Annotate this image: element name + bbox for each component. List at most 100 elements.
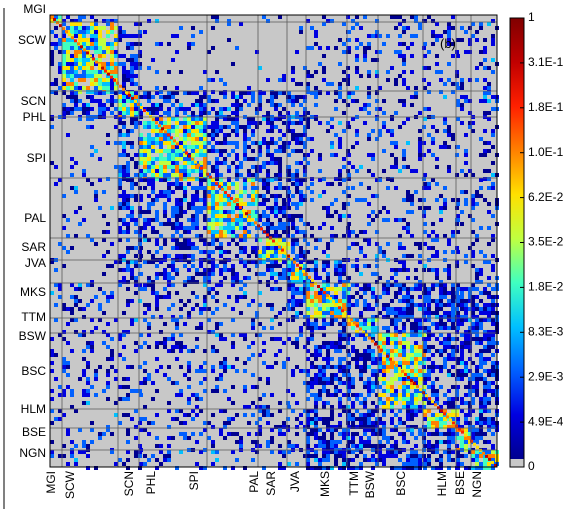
- heatmap-cell: [215, 385, 219, 389]
- heatmap-cell: [435, 365, 439, 369]
- heatmap-cell: [318, 466, 322, 470]
- heatmap-cell: [187, 46, 191, 50]
- heatmap-cell: [414, 95, 418, 99]
- heatmap-cell: [211, 133, 215, 137]
- heatmap-cell: [102, 86, 106, 90]
- heatmap-cell: [406, 440, 410, 444]
- heatmap-cell: [243, 250, 247, 254]
- heatmap-cell: [219, 260, 223, 264]
- heatmap-cell: [378, 295, 382, 299]
- heatmap-cell: [94, 82, 98, 86]
- heatmap-cell: [299, 161, 303, 165]
- heatmap-cell: [187, 91, 191, 95]
- heatmap-cell: [110, 357, 114, 361]
- heatmap-cell: [126, 133, 130, 137]
- heatmap-cell: [274, 254, 278, 258]
- heatmap-cell: [191, 169, 195, 173]
- heatmap-cell: [491, 34, 495, 38]
- heatmap-cell: [155, 413, 159, 417]
- heatmap-cell: [306, 242, 310, 246]
- heatmap-cell: [270, 210, 274, 214]
- heatmap-cell: [435, 234, 439, 238]
- heatmap-cell: [460, 78, 464, 82]
- heatmap-cell: [82, 103, 86, 107]
- heatmap-cell: [363, 454, 367, 458]
- heatmap-cell: [418, 357, 422, 361]
- heatmap-cell: [347, 322, 351, 326]
- heatmap-cell: [439, 291, 443, 295]
- heatmap-cell: [468, 50, 472, 54]
- heatmap-cell: [211, 444, 215, 448]
- heatmap-cell: [475, 353, 479, 357]
- heatmap-cell: [207, 230, 211, 234]
- heatmap-cell: [422, 405, 426, 409]
- heatmap-cell: [422, 389, 426, 393]
- heatmap-cell: [262, 361, 266, 365]
- heatmap-cell: [274, 198, 278, 202]
- heatmap-cell: [410, 198, 414, 202]
- heatmap-cell: [134, 341, 138, 345]
- heatmap-cell: [378, 34, 382, 38]
- heatmap-cell: [355, 299, 359, 303]
- heatmap-cell: [199, 95, 203, 99]
- heatmap-cell: [203, 242, 207, 246]
- heatmap-cell: [155, 218, 159, 222]
- heatmap-cell: [227, 19, 231, 23]
- heatmap-cell: [203, 125, 207, 129]
- heatmap-cell: [235, 103, 239, 107]
- heatmap-cell: [62, 369, 66, 373]
- heatmap-cell: [191, 276, 195, 280]
- heatmap-cell: [322, 22, 326, 26]
- heatmap-cell: [179, 409, 183, 413]
- heatmap-cell: [231, 161, 235, 165]
- heatmap-cell: [447, 22, 451, 26]
- heatmap-cell: [155, 19, 159, 23]
- heatmap-cell: [171, 436, 175, 440]
- heatmap-cell: [427, 311, 431, 315]
- heatmap-cell: [351, 421, 355, 425]
- heatmap-cell: [310, 268, 314, 272]
- heatmap-cell: [464, 341, 468, 345]
- heatmap-cell: [367, 91, 371, 95]
- heatmap-cell: [66, 46, 70, 50]
- heatmap-cell: [223, 436, 227, 440]
- heatmap-cell: [251, 117, 255, 121]
- heatmap-cell: [479, 186, 483, 190]
- heatmap-cell: [175, 206, 179, 210]
- heatmap-cell: [114, 141, 118, 145]
- heatmap-cell: [306, 444, 310, 448]
- heatmap-cell: [375, 117, 379, 121]
- heatmap-cell: [338, 287, 342, 291]
- heatmap-cell: [159, 133, 163, 137]
- heatmap-cell: [223, 365, 227, 369]
- heatmap-cell: [199, 272, 203, 276]
- heatmap-cell: [342, 458, 346, 462]
- heatmap-cell: [50, 19, 54, 23]
- heatmap-cell: [175, 161, 179, 165]
- heatmap-cell: [468, 401, 472, 405]
- heatmap-cell: [110, 19, 114, 23]
- heatmap-cell: [322, 432, 326, 436]
- heatmap-cell: [423, 222, 427, 226]
- heatmap-cell: [126, 287, 130, 291]
- heatmap-cell: [363, 401, 367, 405]
- heatmap-cell: [187, 169, 191, 173]
- heatmap-cell: [231, 210, 235, 214]
- heatmap-cell: [318, 389, 322, 393]
- heatmap-cell: [394, 186, 398, 190]
- heatmap-cell: [378, 353, 382, 357]
- heatmap-cell: [303, 111, 307, 115]
- heatmap-cell: [138, 42, 142, 46]
- heatmap-cell: [402, 421, 406, 425]
- heatmap-cell: [475, 38, 479, 42]
- heatmap-cell: [471, 436, 475, 440]
- heatmap-cell: [483, 385, 487, 389]
- heatmap-cell: [338, 82, 342, 86]
- heatmap-cell: [318, 295, 322, 299]
- heatmap-cell: [231, 385, 235, 389]
- heatmap-cell: [195, 133, 199, 137]
- heatmap-cell: [70, 78, 74, 82]
- heatmap-cell: [171, 169, 175, 173]
- heatmap-cell: [130, 121, 134, 125]
- heatmap-cell: [347, 153, 351, 157]
